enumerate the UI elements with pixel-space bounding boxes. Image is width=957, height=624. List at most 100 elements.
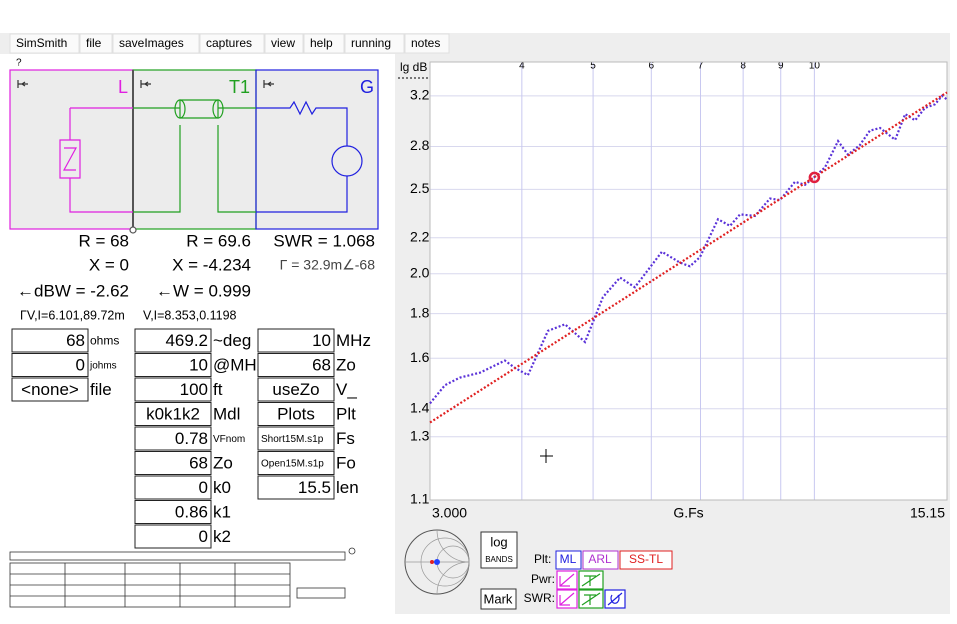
marker [808,171,821,184]
x-end-label: 15.15 [910,505,945,521]
menu-item[interactable] [199,33,265,54]
plot-toggles[interactable] [556,570,626,609]
help-mark[interactable]: ? [16,58,22,69]
input-unit: ~deg [213,331,251,350]
menu-item[interactable] [344,33,405,54]
input-box[interactable] [134,451,212,475]
log-bands-button[interactable] [480,531,518,569]
input-box[interactable] [257,451,335,475]
input-box[interactable] [134,475,212,500]
input-box[interactable] [257,328,335,353]
plot-border [429,61,948,501]
menu-item-label: running [351,36,391,50]
input-unit: k2 [213,527,231,546]
menu-item-label: help [310,36,333,50]
y-tick-label: 2.5 [410,180,430,196]
readout: ←dBW = -2.62 [17,281,129,300]
readout: SWR = 1.068 [273,231,375,250]
input-value: <none> [21,380,79,399]
y-tick-label: 1.3 [410,427,430,443]
menu-item[interactable] [303,33,345,54]
readout: X = -4.234 [172,255,251,274]
x-axis-label: G.Fs [673,505,703,521]
menu-item[interactable] [112,33,200,54]
plot-area [430,62,947,500]
menu-item[interactable] [404,33,450,54]
input-unit: Zo [213,453,233,472]
input-unit: Fs [336,429,355,448]
input-unit: k1 [213,502,231,521]
input-box[interactable] [11,377,89,402]
input-box[interactable] [134,500,212,524]
input-unit: Plt [336,404,356,423]
menu-item[interactable] [264,33,304,54]
input-box[interactable] [257,402,335,426]
x-end-label: 3.000 [432,505,467,521]
input-unit: V_ [336,380,357,399]
input-box[interactable] [11,353,89,377]
input-box[interactable] [134,426,212,451]
input-box[interactable] [257,426,335,451]
y-tick-label: 3.2 [410,87,430,103]
input-value: 68 [66,331,85,350]
input-unit: Mdl [213,404,240,423]
input-box[interactable] [134,328,212,353]
mark-label: Mark [484,591,513,606]
x-tick-label: 5 [590,61,596,72]
input-box[interactable] [257,475,335,500]
log-label: log [490,534,507,549]
menu-item-label: view [271,36,295,50]
y-tick-label: 2.8 [410,137,430,153]
menu-item-label: captures [206,36,252,50]
input-unit: Zo [336,355,356,374]
input-value: Open15M.s1p [261,459,324,470]
input-value: 10 [189,355,208,374]
ml-button[interactable] [555,550,582,570]
block-label: T1 [229,77,250,97]
toolbar-strips [9,547,356,608]
x-tick-label: 10 [809,61,821,72]
readout: R = 69.6 [186,231,251,250]
input-value: Short15M.s1p [261,434,324,445]
sstl-button[interactable] [619,550,673,570]
input-box[interactable] [134,524,212,549]
input-box[interactable] [134,377,212,402]
input-value: Plots [277,404,315,423]
input-unit: VFnom [213,434,245,445]
input-box[interactable] [134,402,212,426]
input-value: 0.86 [175,502,208,521]
input-value: 0 [76,355,85,374]
input-value: 68 [189,453,208,472]
menu-item[interactable] [9,33,80,54]
input-unit: len [336,478,359,497]
input-box[interactable] [257,377,335,402]
readout: Γ = 32.9m∠-68 [280,257,376,273]
input-box[interactable] [11,328,89,353]
mark-button[interactable] [480,588,517,610]
input-box[interactable] [257,353,335,377]
input-value: 10 [312,331,331,350]
input-unit: johms [89,361,117,372]
input-value: 0.78 [175,429,208,448]
menu-item[interactable] [79,33,113,54]
input-value: 100 [180,380,208,399]
input-box[interactable] [134,353,212,377]
readout: R = 68 [78,231,129,250]
menu-item-label: SimSmith [16,36,67,50]
series-line [429,94,948,405]
y-tick-label: 1.6 [410,349,430,365]
smith-chart[interactable] [404,529,470,595]
x-tick-label: 4 [519,61,525,72]
y-tick-label: 1.1 [410,491,430,507]
arl-button[interactable] [582,550,619,570]
y-axis-label: lg dB [400,60,427,74]
pwr-label: Pwr: [531,572,555,586]
readout: ΓV,I=6.101,89.72m [20,308,125,322]
cursor [540,449,553,463]
plt-label: Plt: [534,552,551,566]
x-tick-label: 7 [698,61,704,72]
input-unit: k0 [213,478,231,497]
input-value: k0k1k2 [146,404,200,423]
x-tick-label: 9 [778,61,784,72]
